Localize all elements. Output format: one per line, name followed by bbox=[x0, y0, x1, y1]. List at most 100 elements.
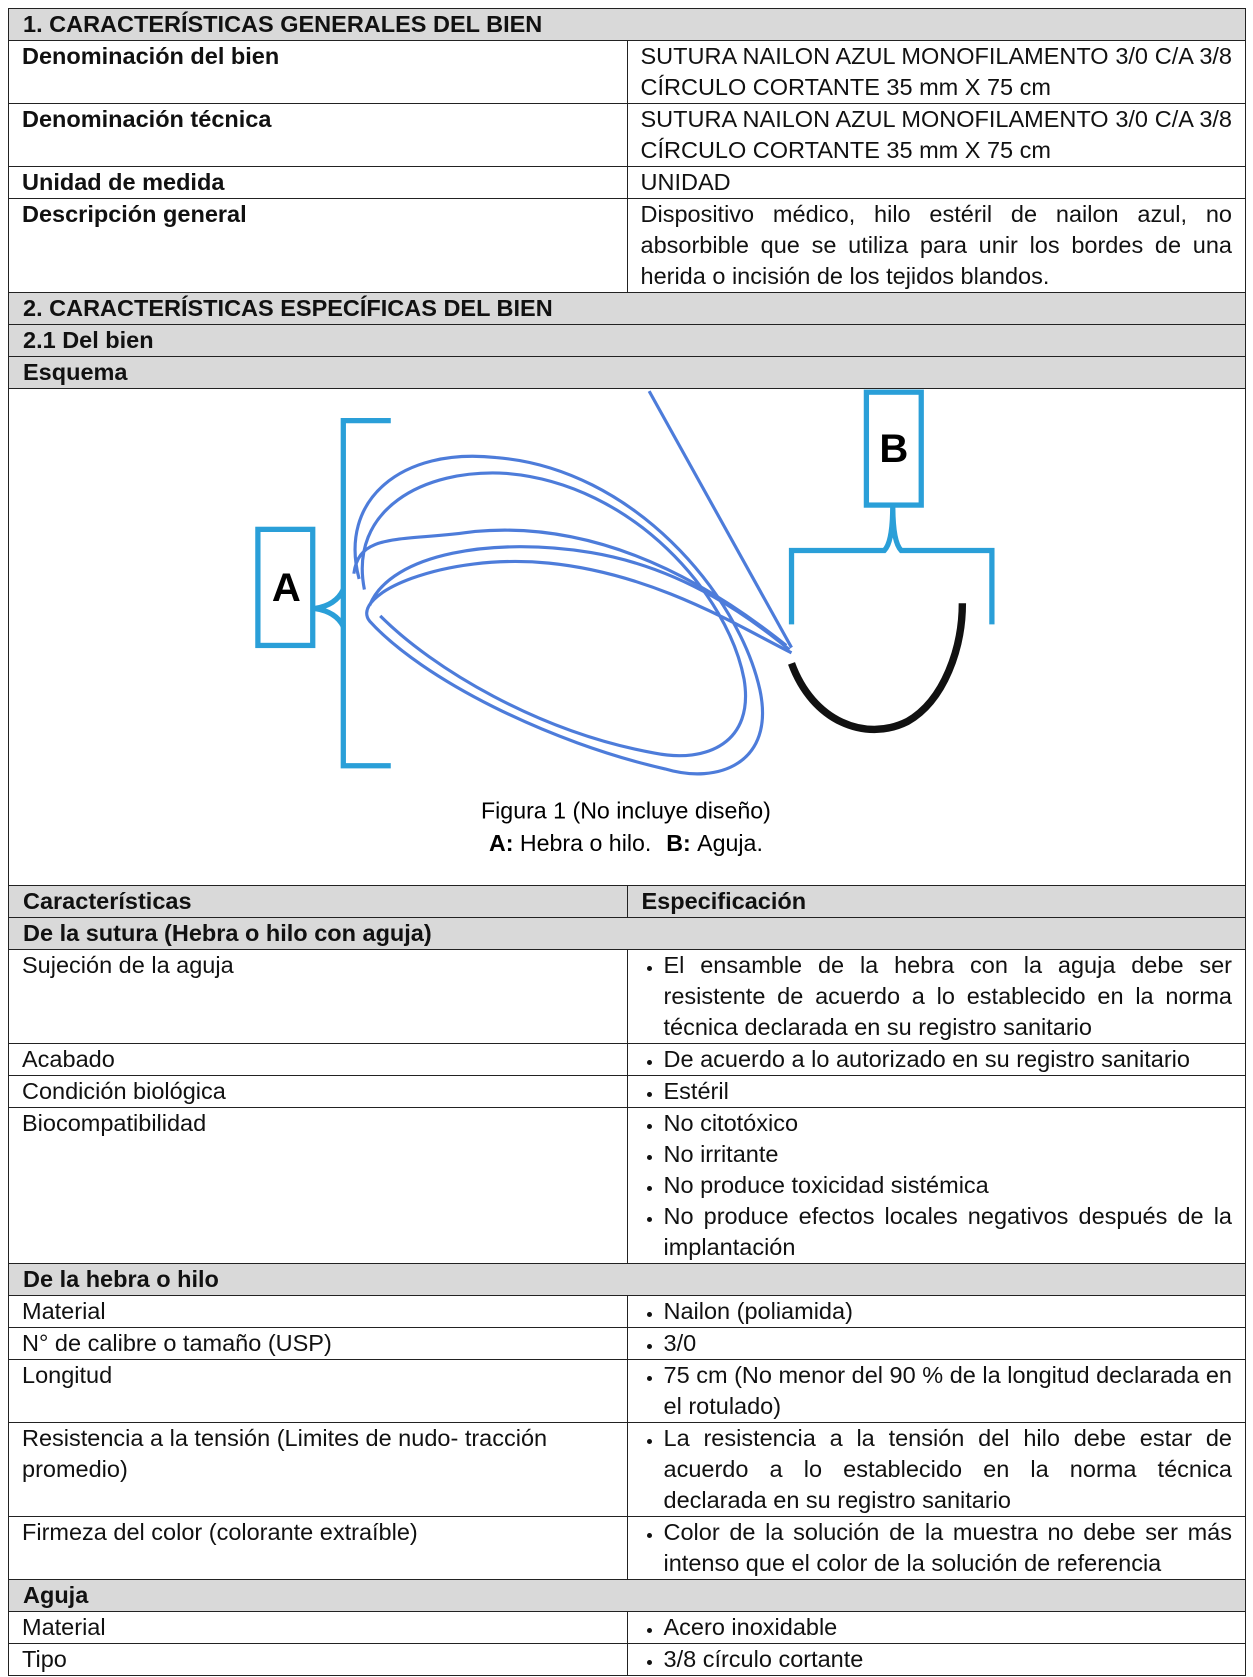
column-header: Características bbox=[8, 885, 628, 918]
bullet-list: De acuerdo a lo autorizado en su registr… bbox=[641, 1044, 1233, 1075]
figure-legend: A: Hebra o hilo. B: Aguja. bbox=[489, 830, 763, 856]
specification: Color de la solución de la muestra no de… bbox=[626, 1516, 1246, 1580]
bullet-item: Color de la solución de la muestra no de… bbox=[664, 1517, 1233, 1579]
row: Denominación del bien SUTURA NAILON AZUL … bbox=[8, 40, 1246, 104]
field-label: Firmeza del color (colorante extraíble) bbox=[8, 1516, 628, 1580]
field-label: Biocompatibilidad bbox=[8, 1107, 628, 1264]
row: Denominación técnica SUTURA NAILON AZUL M… bbox=[8, 103, 1246, 167]
field-label: Unidad de medida bbox=[8, 166, 628, 199]
field-label: Longitud bbox=[8, 1359, 628, 1423]
row: A B Figura 1 (No incluye diseño) A: Hebr… bbox=[8, 388, 1246, 886]
group-title: De la hebra o hilo bbox=[8, 1263, 1246, 1296]
field-label: N° de calibre o tamaño (USP) bbox=[8, 1327, 628, 1360]
bullet-item: 3/8 círculo cortante bbox=[664, 1644, 1233, 1675]
bullet-item: Estéril bbox=[664, 1076, 1233, 1107]
bullet-item: No irritante bbox=[664, 1139, 1233, 1170]
row: Firmeza del color (colorante extraíble) C… bbox=[8, 1516, 1246, 1580]
legend-key: B: bbox=[666, 830, 690, 856]
field-label: Material bbox=[8, 1611, 628, 1644]
bullet-item: 3/0 bbox=[664, 1328, 1233, 1359]
specification: 75 cm (No menor del 90 % de la longitud … bbox=[626, 1359, 1246, 1423]
needle bbox=[788, 603, 967, 734]
field-label: Condición biológica bbox=[8, 1075, 628, 1108]
row: Esquema bbox=[8, 356, 1246, 389]
bullet-item: De acuerdo a lo autorizado en su registr… bbox=[664, 1044, 1233, 1075]
row: N° de calibre o tamaño (USP) 3/0 bbox=[8, 1327, 1246, 1360]
legend-text: Aguja. bbox=[697, 830, 763, 856]
row: Aguja bbox=[8, 1579, 1246, 1612]
field-value: Dispositivo médico, hilo estéril de nail… bbox=[626, 198, 1246, 293]
specification: El ensamble de la hebra con la aguja deb… bbox=[626, 949, 1246, 1044]
group-title: Aguja bbox=[8, 1579, 1246, 1612]
bullet-list: Color de la solución de la muestra no de… bbox=[641, 1517, 1233, 1579]
bullet-item: La resistencia a la tensión del hilo deb… bbox=[664, 1423, 1233, 1516]
section-title: 2. CARACTERÍSTICAS ESPECÍFICAS DEL BIEN bbox=[8, 292, 1246, 325]
row: BiocompatibilidadNo citotóxicoNo irritan… bbox=[8, 1107, 1246, 1264]
row: Tipo 3/8 círculo cortante bbox=[8, 1643, 1246, 1676]
field-label: Material bbox=[8, 1295, 628, 1328]
legend-text: Hebra o hilo. bbox=[520, 830, 651, 856]
bullet-list: No citotóxicoNo irritanteNo produce toxi… bbox=[641, 1108, 1233, 1263]
figure-cell: A B Figura 1 (No incluye diseño) A: Hebr… bbox=[8, 388, 1246, 886]
row: Material Nailon (poliamida) bbox=[8, 1295, 1246, 1328]
row: Acabado De acuerdo a lo autorizado en su … bbox=[8, 1043, 1246, 1076]
row: Unidad de medida UNIDAD bbox=[8, 166, 1246, 199]
bullet-item: El ensamble de la hebra con la aguja deb… bbox=[664, 950, 1233, 1043]
field-value: SUTURA NAILON AZUL MONOFILAMENTO 3/0 C/A… bbox=[626, 103, 1246, 167]
row: Condición biológica Estéril bbox=[8, 1075, 1246, 1108]
row: Resistencia a la tensión (Limites de nud… bbox=[8, 1422, 1246, 1517]
label-a: A bbox=[272, 566, 301, 610]
header-row: Características Especificación bbox=[8, 885, 1246, 918]
row: Sujeción de la aguja El ensamble de la he… bbox=[8, 949, 1246, 1044]
specification: 3/8 círculo cortante bbox=[626, 1643, 1246, 1676]
specification: Estéril bbox=[626, 1075, 1246, 1108]
row: De la hebra o hilo bbox=[8, 1263, 1246, 1296]
bracket-b bbox=[788, 389, 995, 625]
spec-sheet: 1. CARACTERÍSTICAS GENERALES DEL BIEN Den… bbox=[8, 8, 1246, 1676]
field-label: Resistencia a la tensión (Limites de nud… bbox=[8, 1422, 628, 1517]
row: Descripción general Dispositivo médico, h… bbox=[8, 198, 1246, 293]
field-label: Sujeción de la aguja bbox=[8, 949, 628, 1044]
field-label: Denominación del bien bbox=[8, 40, 628, 104]
figure: A B Figura 1 (No incluye diseño) A: Hebr… bbox=[255, 389, 995, 856]
bullet-item: No produce toxicidad sistémica bbox=[664, 1170, 1233, 1201]
bullet-item: 75 cm (No menor del 90 % de la longitud … bbox=[664, 1360, 1233, 1422]
field-label: Acabado bbox=[8, 1043, 628, 1076]
specification: La resistencia a la tensión del hilo deb… bbox=[626, 1422, 1246, 1517]
bullet-list: La resistencia a la tensión del hilo deb… bbox=[641, 1423, 1233, 1516]
column-header: Especificación bbox=[626, 885, 1246, 918]
label-b: B bbox=[879, 427, 908, 471]
field-label: Denominación técnica bbox=[8, 103, 628, 167]
bullet-list: 3/8 círculo cortante bbox=[641, 1644, 1233, 1675]
bullet-item: Nailon (poliamida) bbox=[664, 1296, 1233, 1327]
row: 2.1 Del bien bbox=[8, 324, 1246, 357]
specification: Nailon (poliamida) bbox=[626, 1295, 1246, 1328]
subsection-title: Esquema bbox=[8, 356, 1246, 389]
row: Material Acero inoxidable bbox=[8, 1611, 1246, 1644]
row: 2. CARACTERÍSTICAS ESPECÍFICAS DEL BIEN bbox=[8, 292, 1246, 325]
field-label: Descripción general bbox=[8, 198, 628, 293]
bullet-list: 3/0 bbox=[641, 1328, 1233, 1359]
field-label: Tipo bbox=[8, 1643, 628, 1676]
bullet-list: Nailon (poliamida) bbox=[641, 1296, 1233, 1327]
figure-caption: Figura 1 (No incluye diseño) bbox=[481, 798, 771, 824]
bullet-list: 75 cm (No menor del 90 % de la longitud … bbox=[641, 1360, 1233, 1422]
field-value: SUTURA NAILON AZUL MONOFILAMENTO 3/0 C/A… bbox=[626, 40, 1246, 104]
bracket-a bbox=[255, 418, 391, 769]
bullet-list: Estéril bbox=[641, 1076, 1233, 1107]
section-title: 1. CARACTERÍSTICAS GENERALES DEL BIEN bbox=[8, 8, 1246, 41]
row: Longitud 75 cm (No menor del 90 % de la l… bbox=[8, 1359, 1246, 1423]
row: De la sutura (Hebra o hilo con aguja) bbox=[8, 917, 1246, 950]
bullet-list: El ensamble de la hebra con la aguja deb… bbox=[641, 950, 1233, 1043]
specification: De acuerdo a lo autorizado en su registr… bbox=[626, 1043, 1246, 1076]
bullet-item: Acero inoxidable bbox=[664, 1612, 1233, 1643]
legend-key: A: bbox=[489, 830, 513, 856]
row: 1. CARACTERÍSTICAS GENERALES DEL BIEN bbox=[8, 8, 1246, 41]
thread bbox=[352, 390, 793, 776]
bullet-list: Acero inoxidable bbox=[641, 1612, 1233, 1643]
group-title: De la sutura (Hebra o hilo con aguja) bbox=[8, 917, 1246, 950]
bullet-item: No produce efectos locales negativos des… bbox=[664, 1201, 1233, 1263]
field-value: UNIDAD bbox=[626, 166, 1246, 199]
specification: Acero inoxidable bbox=[626, 1611, 1246, 1644]
